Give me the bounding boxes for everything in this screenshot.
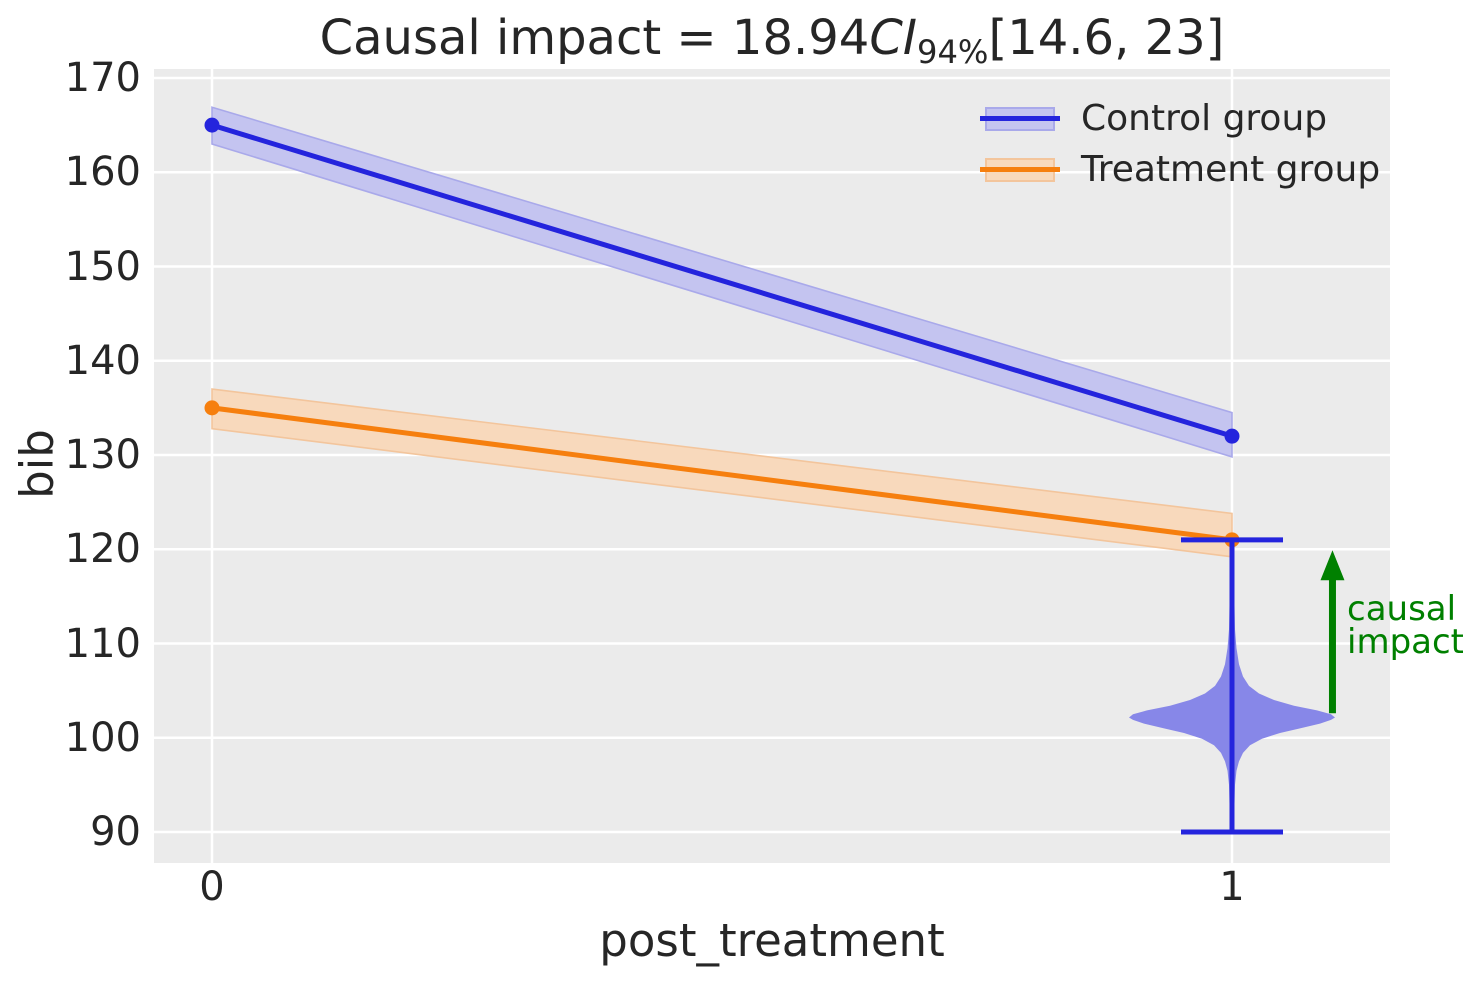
y-tick-label: 130 bbox=[64, 432, 141, 478]
treatment-group-swatch bbox=[980, 156, 1060, 184]
y-tick-label: 110 bbox=[64, 620, 141, 667]
x-axis-label: post_treatment bbox=[599, 914, 945, 967]
y-tick-label: 140 bbox=[64, 337, 141, 384]
title-prefix: Causal impact = 18.94 bbox=[319, 10, 870, 66]
causal-impact-annotation-text: causal impact bbox=[1347, 589, 1463, 662]
y-tick-label: 170 bbox=[64, 55, 141, 101]
title-ci: CI bbox=[869, 10, 917, 66]
control-point bbox=[204, 117, 220, 133]
control-point bbox=[1224, 428, 1240, 444]
legend: Control group Treatment group bbox=[980, 93, 1380, 195]
plot-area: Control group Treatment group bbox=[154, 69, 1390, 863]
y-tick-label: 160 bbox=[64, 149, 141, 196]
y-tick-label: 100 bbox=[64, 714, 141, 761]
title-interval: [14.6, 23] bbox=[988, 10, 1225, 66]
legend-item-treatment-group: Treatment group bbox=[980, 144, 1380, 195]
y-tick-label: 150 bbox=[64, 243, 141, 290]
treatment-line bbox=[211, 405, 1233, 543]
control-group-swatch bbox=[980, 105, 1060, 133]
chart-title: Causal impact = 18.94CI94%[14.6, 23] bbox=[154, 10, 1390, 80]
legend-item-control-group: Control group bbox=[980, 93, 1380, 144]
causal-impact-arrow-head bbox=[1320, 550, 1345, 581]
y-tick-label: 90 bbox=[90, 809, 141, 855]
control-line bbox=[211, 122, 1233, 439]
title-ci-subscript: 94% bbox=[916, 33, 989, 71]
treatment-line-swatch bbox=[980, 167, 1060, 172]
legend-label-treatment-group: Treatment group bbox=[1081, 149, 1381, 190]
treatment-point bbox=[204, 400, 220, 416]
x-tick-label: 1 bbox=[1219, 864, 1245, 910]
control-line-swatch bbox=[980, 116, 1060, 121]
legend-label-control-group: Control group bbox=[1081, 98, 1328, 139]
x-tick-label: 0 bbox=[199, 864, 225, 910]
y-tick-label: 120 bbox=[64, 526, 141, 573]
chart-canvas bbox=[154, 69, 1390, 863]
